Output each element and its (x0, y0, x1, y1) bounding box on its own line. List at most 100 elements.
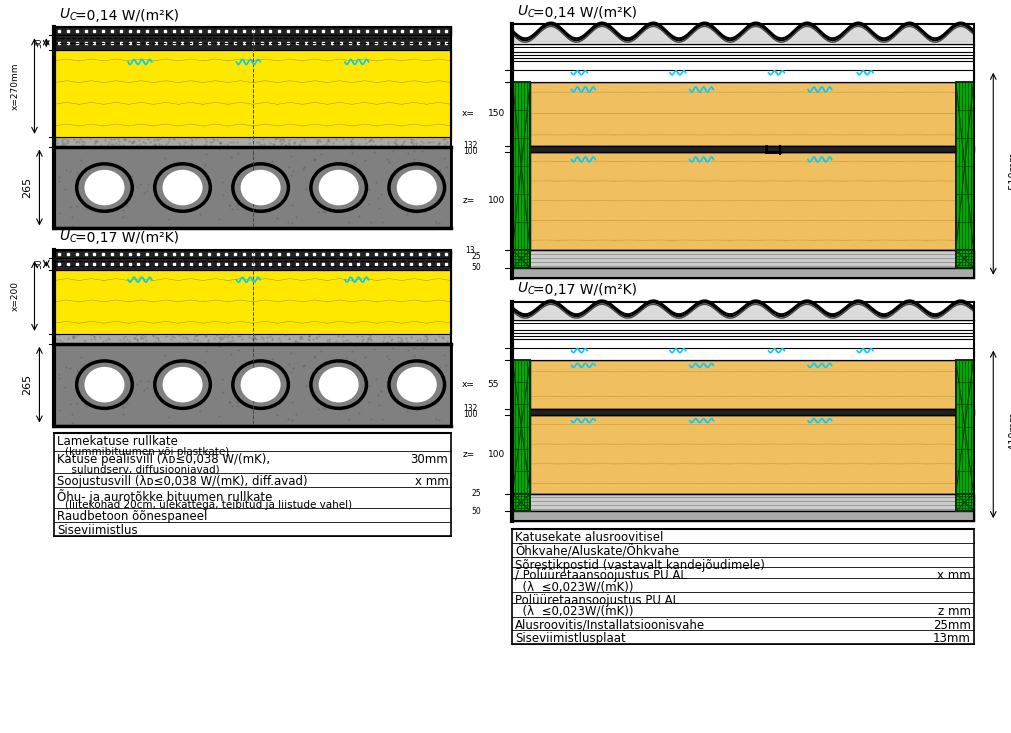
Bar (55, 258, 451, 270)
Bar (530, 415, 954, 493)
Text: $U_C$: $U_C$ (59, 229, 78, 246)
Ellipse shape (163, 170, 202, 205)
Text: Katuse pealisvill (λᴅ≤0,038 W/(mK),: Katuse pealisvill (λᴅ≤0,038 W/(mK), (57, 453, 270, 466)
Bar (512, 493, 530, 511)
Ellipse shape (241, 170, 280, 205)
Ellipse shape (84, 366, 124, 402)
Bar (55, 147, 451, 229)
Bar (55, 344, 451, 426)
Ellipse shape (318, 366, 358, 402)
Bar (512, 359, 530, 493)
Text: 25mm: 25mm (932, 619, 970, 632)
Text: =0,14 W/(m²K): =0,14 W/(m²K) (533, 6, 637, 20)
Text: x=270mm: x=270mm (10, 62, 19, 110)
Text: 30: 30 (34, 259, 42, 269)
Text: 132: 132 (463, 405, 477, 413)
Ellipse shape (310, 361, 366, 408)
Text: 50: 50 (471, 507, 480, 516)
Bar (55, 27, 451, 35)
Text: z=: z= (462, 449, 474, 459)
Bar (530, 152, 954, 250)
Text: 265: 265 (22, 177, 32, 198)
Bar (55, 137, 451, 147)
Text: =0,17 W/(m²K): =0,17 W/(m²K) (75, 231, 179, 246)
Text: 13: 13 (465, 246, 474, 254)
Text: Katusekate alusroovitisel: Katusekate alusroovitisel (515, 531, 663, 544)
Bar (55, 270, 451, 334)
Text: 100: 100 (487, 196, 504, 205)
Ellipse shape (233, 164, 288, 211)
Polygon shape (512, 24, 973, 43)
Bar (512, 70, 973, 81)
Text: sulundserv, diffusiooniavad): sulundserv, diffusiooniavad) (65, 465, 219, 475)
Ellipse shape (155, 361, 210, 408)
Text: (λ  ≤0,023W/(mK)): (λ ≤0,023W/(mK)) (515, 581, 633, 593)
Text: x=: x= (462, 380, 474, 388)
Text: 150: 150 (487, 109, 504, 118)
Ellipse shape (163, 366, 202, 402)
Bar (55, 250, 451, 258)
Bar (55, 334, 451, 344)
Text: $U_C$: $U_C$ (59, 6, 78, 23)
Text: Õhkvahe/Aluskate/Õhkvahe: Õhkvahe/Aluskate/Õhkvahe (515, 545, 678, 559)
Bar (55, 270, 451, 334)
Text: $U_C$: $U_C$ (517, 3, 536, 20)
Bar (954, 250, 973, 268)
Text: z mm: z mm (936, 605, 970, 618)
Bar (530, 81, 954, 146)
Text: 25: 25 (471, 251, 480, 260)
Text: 13mm: 13mm (932, 633, 970, 646)
Text: 100: 100 (487, 449, 504, 459)
Ellipse shape (310, 164, 366, 211)
Bar (512, 268, 973, 278)
Bar (530, 359, 954, 409)
Text: =0,17 W/(m²K): =0,17 W/(m²K) (533, 284, 637, 298)
Text: Siseviimistlus: Siseviimistlus (57, 524, 137, 537)
Bar (512, 493, 973, 511)
Ellipse shape (388, 361, 444, 408)
Text: Polüüretaansoojustus PU AL: Polüüretaansoojustus PU AL (515, 594, 678, 607)
Polygon shape (512, 303, 973, 318)
Ellipse shape (396, 170, 437, 205)
Bar (512, 511, 973, 521)
Ellipse shape (318, 170, 358, 205)
Bar (512, 250, 973, 268)
Bar (530, 415, 954, 493)
Bar (512, 250, 530, 268)
Text: x mm: x mm (415, 475, 448, 487)
Bar (954, 81, 973, 250)
Text: 265: 265 (22, 374, 32, 395)
Text: z=: z= (462, 196, 474, 205)
Text: $U_C$: $U_C$ (517, 281, 536, 298)
Text: (liitekohad 20cm, ülekattega, teibitud ja liistude vahel): (liitekohad 20cm, ülekattega, teibitud j… (65, 501, 352, 510)
Bar (512, 347, 973, 359)
Bar (55, 50, 451, 137)
Bar (530, 152, 954, 250)
Ellipse shape (77, 361, 132, 408)
Text: x=: x= (462, 109, 474, 118)
Text: (λ  ≤0,023W/(mK)): (λ ≤0,023W/(mK)) (515, 605, 633, 618)
Bar (954, 359, 973, 493)
Text: Sõrestikpostid (vastavalt kandejõudimele): Sõrestikpostid (vastavalt kandejõudimele… (515, 559, 764, 572)
Bar (530, 359, 954, 409)
Text: ~410mm: ~410mm (1007, 412, 1011, 457)
Text: 55: 55 (487, 380, 498, 388)
Bar (512, 81, 530, 250)
Text: Lamekatuse rullkate: Lamekatuse rullkate (57, 435, 178, 449)
Text: 132: 132 (463, 141, 477, 150)
Text: 30mm: 30mm (410, 453, 448, 466)
Ellipse shape (388, 164, 444, 211)
Ellipse shape (77, 164, 132, 211)
Text: / Polüüretaansoojustus PU AL: / Polüüretaansoojustus PU AL (515, 570, 686, 583)
Ellipse shape (155, 164, 210, 211)
Text: 100: 100 (463, 147, 477, 156)
Text: Alusroovitis/Installatsioonisvahe: Alusroovitis/Installatsioonisvahe (515, 619, 705, 632)
Bar (55, 35, 451, 50)
Ellipse shape (84, 170, 124, 205)
Text: Siseviimistlusplaat: Siseviimistlusplaat (515, 633, 626, 646)
Ellipse shape (396, 366, 437, 402)
Bar (512, 409, 973, 415)
Text: 30: 30 (34, 37, 42, 48)
Ellipse shape (241, 366, 280, 402)
Ellipse shape (233, 361, 288, 408)
